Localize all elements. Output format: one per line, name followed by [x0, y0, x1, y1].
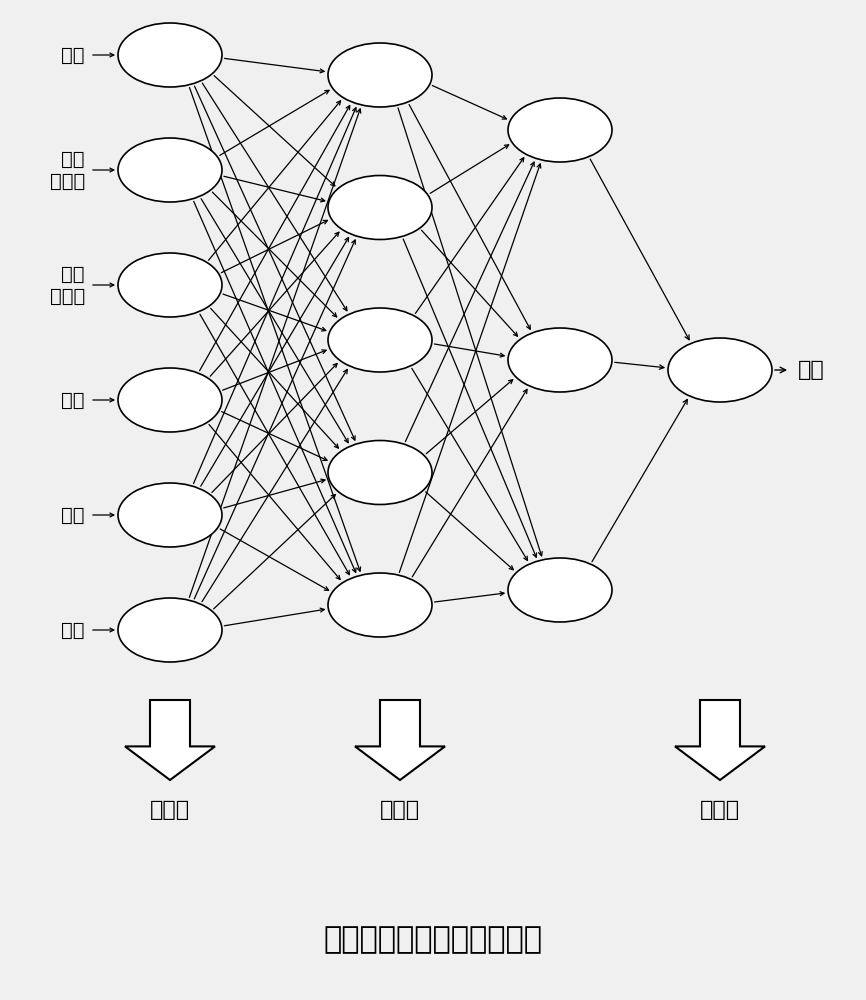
Text: 输出层: 输出层: [700, 800, 740, 820]
Ellipse shape: [118, 598, 222, 662]
Polygon shape: [355, 700, 445, 780]
Text: 隐藏层: 隐藏层: [380, 800, 420, 820]
Ellipse shape: [118, 253, 222, 317]
Text: 风速: 风速: [61, 45, 85, 64]
Text: 风向
余弦值: 风向 余弦值: [49, 264, 85, 306]
Ellipse shape: [328, 43, 432, 107]
Ellipse shape: [328, 308, 432, 372]
Text: 风向
正弦值: 风向 正弦值: [49, 149, 85, 190]
Text: 输入层: 输入层: [150, 800, 190, 820]
Polygon shape: [125, 700, 215, 780]
Ellipse shape: [328, 176, 432, 239]
Text: 双隐层功率预测模型示意图: 双隐层功率预测模型示意图: [324, 926, 542, 954]
Ellipse shape: [508, 558, 612, 622]
Ellipse shape: [118, 23, 222, 87]
Ellipse shape: [118, 138, 222, 202]
Ellipse shape: [668, 338, 772, 402]
Ellipse shape: [328, 573, 432, 637]
Ellipse shape: [118, 483, 222, 547]
Ellipse shape: [328, 440, 432, 504]
Ellipse shape: [118, 368, 222, 432]
Ellipse shape: [508, 328, 612, 392]
Text: 湿度: 湿度: [61, 620, 85, 640]
Text: 气温: 气温: [61, 390, 85, 410]
Text: 气压: 气压: [61, 506, 85, 524]
Polygon shape: [675, 700, 765, 780]
Ellipse shape: [508, 98, 612, 162]
Text: 功率: 功率: [798, 360, 824, 380]
